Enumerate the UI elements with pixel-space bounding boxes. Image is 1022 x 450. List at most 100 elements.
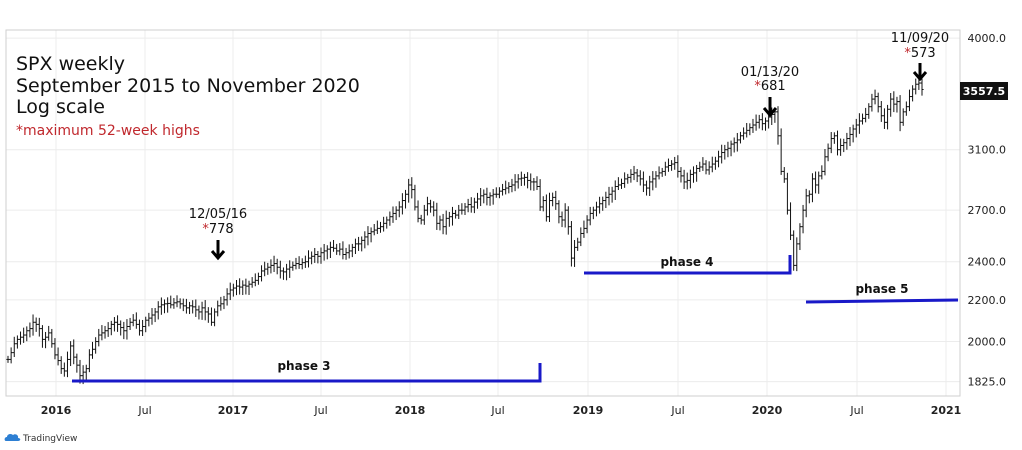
price-bar [62,362,66,377]
price-bar [579,227,583,247]
price-bar [250,277,254,288]
price-bar [454,209,458,219]
y-tick-label: 2400.0 [968,256,1007,269]
price-bar [460,203,464,215]
price-bar [723,144,727,160]
price-bar [832,132,836,144]
price-bar [904,101,908,116]
price-bar [720,144,724,164]
price-bar [444,210,448,235]
price-bar [820,165,824,180]
price-bar [835,130,840,156]
annotation-date: 12/05/16 [189,207,247,222]
annotation-count: *573 [904,46,935,61]
y-axis: 4000.0 3100.0 2700.0 2400.0 2200.0 2000.0 1825… [968,32,1007,389]
price-bar [745,122,749,138]
price-bar [216,300,220,317]
price-bar [22,327,26,343]
price-bar [87,349,91,373]
price-bar [350,243,354,258]
price-bar [601,196,605,211]
y-tick-label: 4000.0 [968,32,1007,45]
price-bar [710,156,714,173]
y-tick-label: 2000.0 [968,336,1007,349]
price-bar [419,214,423,225]
price-bar [234,280,239,296]
price-bar [275,258,279,275]
price-bar [488,192,492,206]
price-bar [319,247,323,264]
chart-title-line-1: SPX weekly [16,53,125,75]
price-bar [187,301,192,315]
price-bar [591,206,595,220]
price-bar [291,261,295,271]
price-bar [50,328,54,348]
price-bar [713,156,718,170]
price-bar [447,211,451,227]
price-bar [538,179,542,211]
price-bar [698,161,702,172]
price-bar [741,127,746,140]
price-bar [69,341,73,367]
price-bar [469,197,473,213]
price-bar [259,265,264,282]
price-bar [56,347,60,366]
price-bar [194,299,198,317]
x-tick-label: 2020 [752,404,783,417]
price-bar [823,149,827,176]
price-bar [638,170,642,186]
last-price-label: 3557.5 [963,85,1005,98]
price-bar [206,307,210,323]
price-bar [629,169,633,183]
price-bar [522,173,527,186]
price-bar [278,260,282,279]
price-bar [848,127,852,147]
price-bar [272,255,276,273]
price-bar [90,341,95,359]
x-tick-label: Jul [137,404,151,417]
price-bar [857,113,861,134]
price-bar [432,201,436,217]
price-bar [673,156,677,170]
price-bar [914,78,918,95]
price-bars [6,75,924,385]
price-bar [300,258,304,270]
price-bar [153,308,157,323]
price-bar [479,188,483,207]
price-bar [241,280,245,296]
price-bar [385,216,389,229]
price-bar [648,175,652,196]
price-bar [31,314,35,336]
phase-3-label: phase 3 [277,359,330,373]
price-bar [475,192,480,209]
price-bar [845,132,849,150]
annotation-1: 12/05/16 *778 [189,207,247,261]
price-bar [410,177,414,199]
chart-footnote: *maximum 52-week highs [16,123,200,139]
price-bar [325,245,329,260]
price-bar [425,196,430,216]
price-bar [632,165,636,181]
price-bar [47,325,51,341]
annotation-count: *681 [754,79,785,94]
price-bar [663,161,667,176]
price-bar [37,317,41,337]
price-bar [676,155,680,178]
price-bar [284,263,289,281]
price-bar [588,206,592,226]
price-bar [394,206,398,221]
price-bar [701,157,705,171]
x-tick-label: 2019 [573,404,604,417]
price-bar [316,251,320,264]
price-bar [776,106,780,145]
price-bar [43,331,48,349]
price-bar [372,223,376,236]
price-bar [748,123,752,136]
price-bar [582,220,586,238]
price-bar [901,108,905,126]
price-bar [635,168,639,183]
price-bar [178,298,182,309]
price-bar [457,204,461,220]
